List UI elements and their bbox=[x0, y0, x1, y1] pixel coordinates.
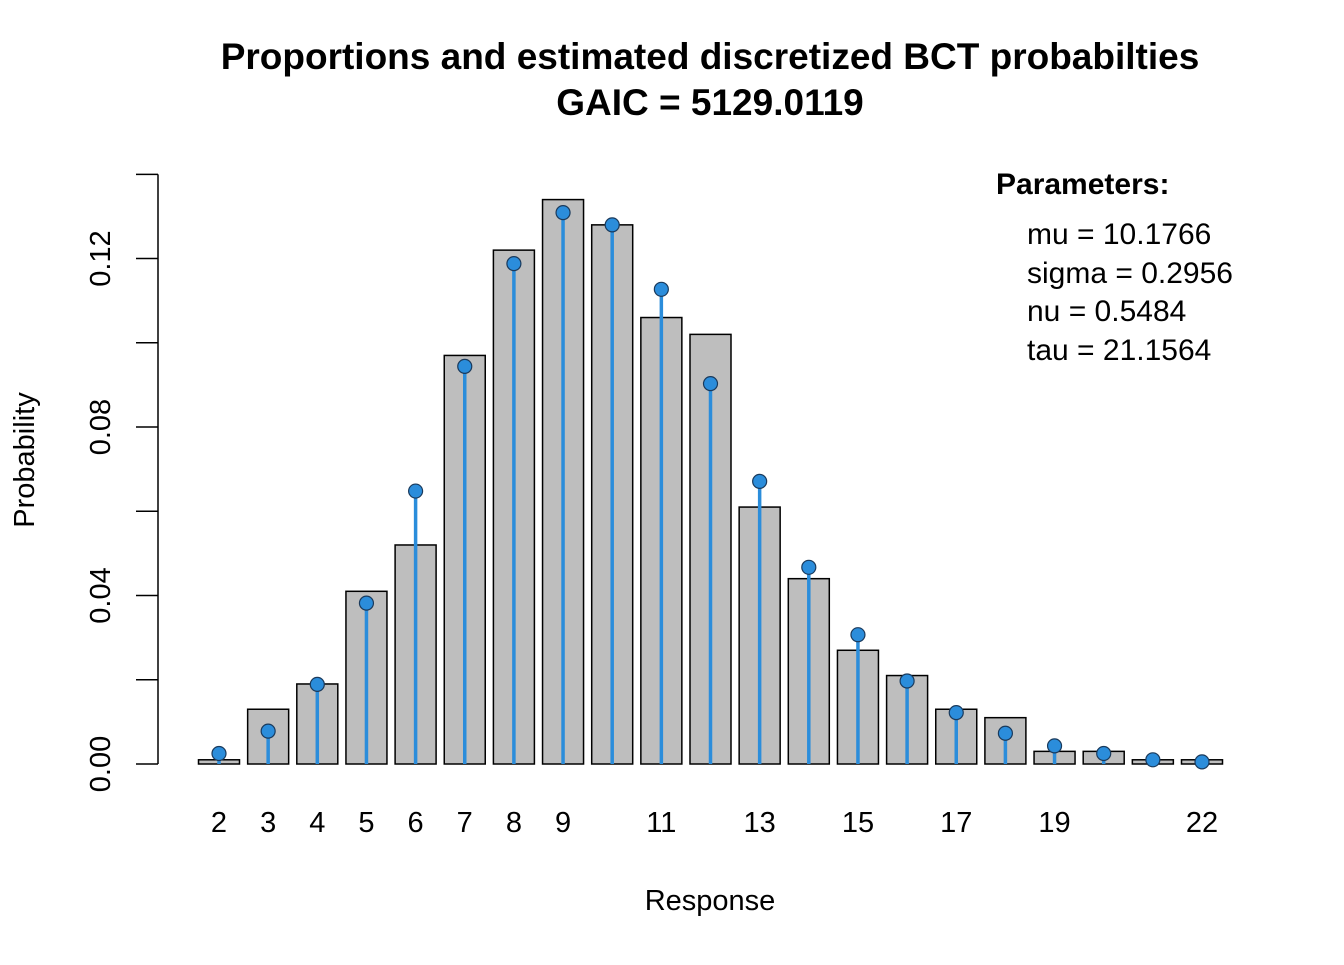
y-tick-label: 0.08 bbox=[85, 399, 117, 455]
probability-point bbox=[408, 483, 424, 499]
probability-point bbox=[752, 473, 768, 489]
legend-item-mu: mu = 10.1766 bbox=[1027, 218, 1211, 251]
probability-point bbox=[555, 205, 571, 221]
chart-title: Proportions and estimated discretized BC… bbox=[221, 36, 1200, 77]
legend-item-tau: tau = 21.1564 bbox=[1027, 334, 1211, 367]
probability-point bbox=[309, 676, 325, 692]
x-tick-label: 2 bbox=[211, 807, 227, 839]
legend-item-sigma: sigma = 0.2956 bbox=[1027, 257, 1233, 290]
probability-point bbox=[1145, 752, 1161, 768]
probability-point bbox=[702, 376, 719, 392]
y-tick-label: 0.04 bbox=[85, 567, 117, 623]
probability-point bbox=[211, 745, 227, 762]
y-axis-label: Probability bbox=[9, 392, 41, 528]
probability-point bbox=[948, 705, 964, 721]
x-tick-label: 19 bbox=[1038, 807, 1070, 839]
y-axis: 0.00 0.04 0.08 0.12 bbox=[85, 173, 159, 792]
probability-point bbox=[506, 256, 522, 272]
x-tick-label: 5 bbox=[358, 807, 374, 839]
x-tick-label: 11 bbox=[646, 807, 676, 839]
x-tick-label: 3 bbox=[260, 807, 276, 839]
y-tick-label: 0.00 bbox=[85, 736, 117, 792]
legend-title: Parameters: bbox=[996, 168, 1169, 201]
probability-point bbox=[997, 725, 1014, 741]
probability-point bbox=[1194, 754, 1210, 770]
probability-point bbox=[260, 723, 276, 739]
x-tick-labels: 2 3 4 5 6 7 8 9 11 13 15 17 19 22 bbox=[211, 807, 1218, 839]
probability-point bbox=[850, 627, 866, 643]
probability-point bbox=[1096, 745, 1112, 762]
x-tick-label: 7 bbox=[457, 807, 473, 839]
legend-item-nu: nu = 0.5484 bbox=[1027, 295, 1186, 328]
x-tick-label: 9 bbox=[555, 807, 571, 839]
chart-subtitle: GAIC = 5129.0119 bbox=[556, 82, 864, 123]
x-tick-label: 22 bbox=[1186, 807, 1218, 839]
x-tick-label: 6 bbox=[408, 807, 424, 839]
probability-point bbox=[899, 673, 915, 689]
x-axis-label: Response bbox=[645, 885, 776, 917]
y-tick-label: 0.12 bbox=[85, 230, 117, 286]
probability-point bbox=[358, 595, 375, 611]
probability-point bbox=[604, 217, 620, 233]
x-tick-label: 17 bbox=[940, 807, 972, 839]
x-tick-label: 15 bbox=[842, 807, 874, 839]
legend: Parameters: mu = 10.1766 sigma = 0.2956 … bbox=[996, 168, 1233, 367]
x-tick-label: 13 bbox=[744, 807, 776, 839]
x-tick-label: 4 bbox=[309, 807, 325, 839]
stems-group bbox=[211, 205, 1210, 770]
probability-point bbox=[457, 358, 473, 374]
probability-point bbox=[653, 281, 669, 297]
probability-point bbox=[1046, 738, 1063, 754]
x-tick-label: 8 bbox=[506, 807, 522, 839]
probability-point bbox=[801, 559, 817, 575]
